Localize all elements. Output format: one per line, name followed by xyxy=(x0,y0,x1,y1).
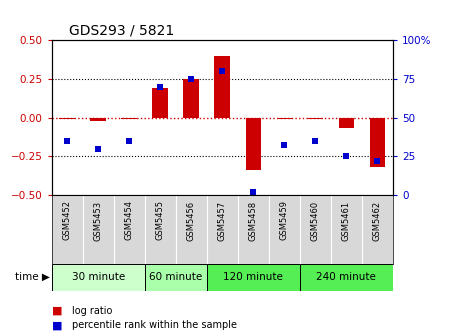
Text: ■: ■ xyxy=(52,306,62,316)
Text: GSM5456: GSM5456 xyxy=(187,200,196,241)
Text: GSM5457: GSM5457 xyxy=(218,200,227,241)
Text: ■: ■ xyxy=(52,320,62,330)
Point xyxy=(157,84,164,89)
Bar xyxy=(277,118,292,119)
Text: GSM5461: GSM5461 xyxy=(342,200,351,241)
Point xyxy=(250,189,257,195)
Point xyxy=(374,158,381,164)
Text: time ▶: time ▶ xyxy=(14,272,49,282)
Text: GSM5452: GSM5452 xyxy=(63,200,72,240)
Bar xyxy=(59,118,75,119)
Bar xyxy=(370,118,385,167)
Point xyxy=(188,76,195,82)
Point xyxy=(281,143,288,148)
Point xyxy=(343,154,350,159)
Bar xyxy=(215,56,230,118)
Text: GSM5454: GSM5454 xyxy=(125,200,134,240)
Bar xyxy=(184,79,199,118)
Bar xyxy=(121,118,137,119)
Bar xyxy=(308,118,323,119)
Text: GSM5462: GSM5462 xyxy=(373,200,382,241)
Point xyxy=(126,138,133,143)
Bar xyxy=(153,88,168,118)
Text: GSM5460: GSM5460 xyxy=(311,200,320,241)
Text: percentile rank within the sample: percentile rank within the sample xyxy=(72,320,237,330)
Point xyxy=(64,138,71,143)
Bar xyxy=(207,264,300,291)
Bar xyxy=(90,118,106,121)
Text: GSM5455: GSM5455 xyxy=(156,200,165,240)
Bar xyxy=(339,118,354,128)
Text: GDS293 / 5821: GDS293 / 5821 xyxy=(69,24,174,38)
Point xyxy=(95,146,102,151)
Bar xyxy=(246,118,261,170)
Text: 120 minute: 120 minute xyxy=(223,272,283,282)
Point xyxy=(219,69,226,74)
Text: 240 minute: 240 minute xyxy=(317,272,376,282)
Text: 30 minute: 30 minute xyxy=(71,272,125,282)
Text: GSM5453: GSM5453 xyxy=(94,200,103,241)
Text: log ratio: log ratio xyxy=(72,306,112,316)
Text: GSM5459: GSM5459 xyxy=(280,200,289,240)
Bar xyxy=(145,264,207,291)
Text: GSM5458: GSM5458 xyxy=(249,200,258,241)
Point xyxy=(312,138,319,143)
Text: 60 minute: 60 minute xyxy=(149,272,202,282)
Bar xyxy=(300,264,393,291)
Bar xyxy=(52,264,145,291)
